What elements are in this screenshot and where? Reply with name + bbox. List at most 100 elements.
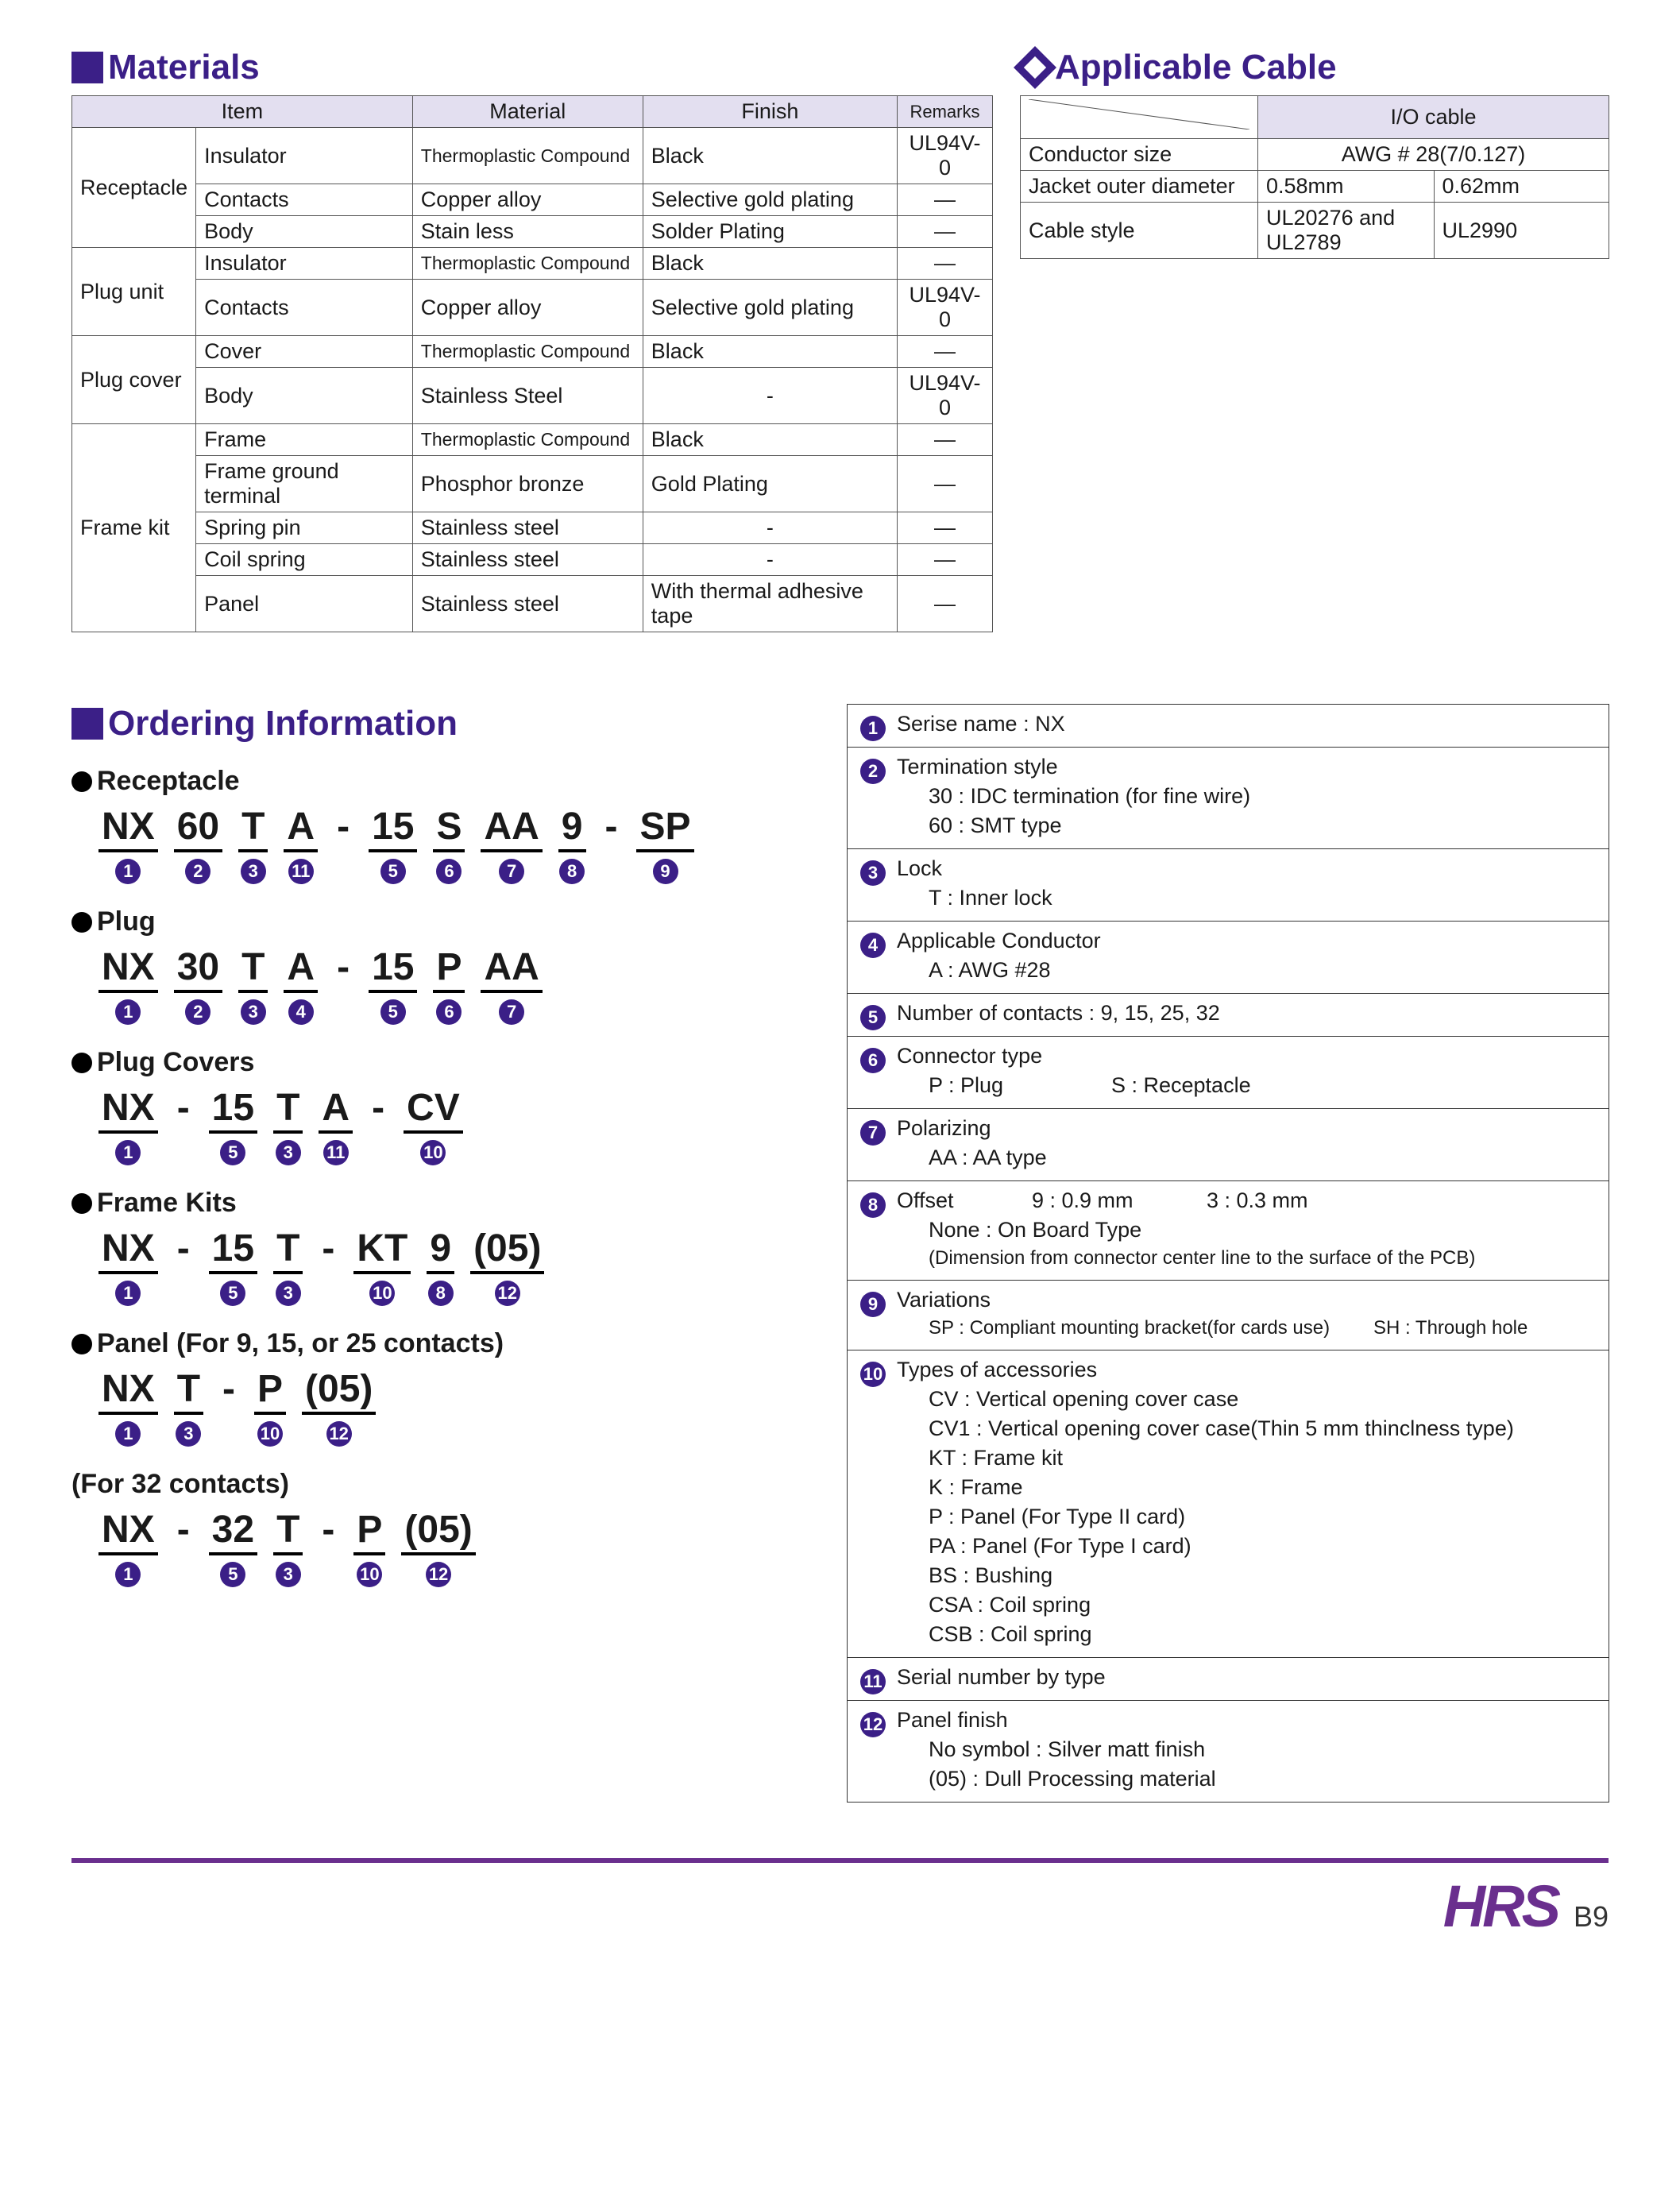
segment-text: NX xyxy=(98,1230,158,1274)
part-segment: T3 xyxy=(273,1511,303,1587)
legend-body: Serise name : NX xyxy=(894,705,1609,747)
legend-body: Offset9 : 0.9 mm3 : 0.3 mm None : On Boa… xyxy=(894,1181,1609,1280)
materials-material: Stainless steel xyxy=(412,576,643,632)
part-segment: 155 xyxy=(369,808,417,884)
legend-small: (Dimension from connector center line to… xyxy=(929,1247,1596,1269)
part-segment: (05) 12 xyxy=(302,1370,376,1447)
subtitle-text: Frame Kits xyxy=(97,1188,237,1219)
materials-remarks: — xyxy=(898,424,993,456)
part-segment: NX1 xyxy=(98,1370,158,1447)
materials-remarks: UL94V-0 xyxy=(898,280,993,336)
legend-subline: No symbol : Silver matt finish xyxy=(929,1737,1596,1762)
cable-cell: AWG # 28(7/0.127) xyxy=(1258,139,1609,171)
part-segment: - xyxy=(334,949,353,1025)
square-icon xyxy=(71,52,103,83)
part-segment: 602 xyxy=(174,808,222,884)
materials-finish: - xyxy=(643,368,897,424)
part-segment: 155 xyxy=(369,949,417,1025)
segment-text: P xyxy=(353,1511,385,1555)
materials-item: Insulator xyxy=(196,248,413,280)
segment-text: A xyxy=(319,1089,353,1134)
legend-body: PolarizingAA : AA type xyxy=(894,1109,1609,1180)
segment-number-icon: 11 xyxy=(323,1140,349,1165)
materials-group: Frame kit xyxy=(72,424,196,632)
materials-remarks: — xyxy=(898,184,993,216)
subtitle-text: Plug xyxy=(97,906,156,937)
legend-subline: CV : Vertical opening cover case xyxy=(929,1387,1596,1412)
materials-finish: Black xyxy=(643,248,897,280)
segment-text: 30 xyxy=(174,949,222,993)
segment-text: (05) xyxy=(302,1370,376,1415)
materials-material: Thermoplastic Compound xyxy=(412,336,643,368)
segment-number-icon: 4 xyxy=(288,999,314,1025)
part-segment: S6 xyxy=(433,808,465,884)
part-segment: - xyxy=(369,1089,388,1165)
part-segment: T3 xyxy=(238,808,268,884)
legend-line: Applicable Conductor xyxy=(897,929,1596,953)
materials-item: Contacts xyxy=(196,184,413,216)
materials-material: Thermoplastic Compound xyxy=(412,248,643,280)
part-segment: CV10 xyxy=(404,1089,463,1165)
part-segment: 98 xyxy=(558,808,586,884)
ordering-subtitle: Panel (For 9, 15, or 25 contacts) xyxy=(71,1328,818,1359)
part-segment: 155 xyxy=(209,1230,257,1306)
segment-text: (05) xyxy=(401,1511,475,1555)
legend-row: 9VariationsSP : Compliant mounting brack… xyxy=(848,1281,1609,1350)
diagonal-icon xyxy=(1029,99,1249,129)
segment-number-icon: 3 xyxy=(241,999,266,1025)
subtitle-text: Panel (For 9, 15, or 25 contacts) xyxy=(97,1328,504,1359)
part-segment: 325 xyxy=(209,1511,257,1587)
materials-item: Body xyxy=(196,216,413,248)
segment-number-icon: 12 xyxy=(326,1421,352,1447)
legend-line: Serise name : NX xyxy=(897,712,1596,736)
segment-number-icon: 3 xyxy=(276,1562,301,1587)
legend-subline: CV1 : Vertical opening cover case(Thin 5… xyxy=(929,1416,1596,1441)
materials-remarks: — xyxy=(898,216,993,248)
legend-subline: 30 : IDC termination (for fine wire) xyxy=(929,784,1596,809)
segment-text: - xyxy=(369,1089,388,1130)
part-segment: T3 xyxy=(238,949,268,1025)
segment-number-icon: 12 xyxy=(495,1281,520,1306)
materials-material: Stainless steel xyxy=(412,544,643,576)
materials-header: Item xyxy=(72,96,413,128)
legend-box: 1Serise name : NX2Termination style30 : … xyxy=(847,704,1609,1803)
part-segment: NX1 xyxy=(98,808,158,884)
page-footer: HRS B9 xyxy=(71,1858,1609,1940)
legend-line: Polarizing xyxy=(897,1116,1596,1141)
segment-text: 15 xyxy=(369,808,417,852)
legend-row: 3LockT : Inner lock xyxy=(848,849,1609,922)
materials-finish: With thermal adhesive tape xyxy=(643,576,897,632)
segment-text: KT xyxy=(353,1230,411,1274)
segment-text: T xyxy=(238,949,268,993)
materials-header: Finish xyxy=(643,96,897,128)
segment-number-icon: 6 xyxy=(436,999,462,1025)
logo-text: HRS xyxy=(1443,1872,1558,1940)
materials-header: Material xyxy=(412,96,643,128)
part-segment: - xyxy=(174,1230,193,1306)
materials-item: Frame ground terminal xyxy=(196,456,413,512)
segment-text: NX xyxy=(98,949,158,993)
materials-remarks: — xyxy=(898,544,993,576)
segment-number-icon: 3 xyxy=(276,1281,301,1306)
part-segment: P10 xyxy=(353,1511,385,1587)
legend-number-icon: 1 xyxy=(860,716,886,741)
ordering-subtitle: Plug xyxy=(71,906,818,937)
legend-subline: (05) : Dull Processing material xyxy=(929,1767,1596,1791)
legend-row: 4Applicable ConductorA : AWG #28 xyxy=(848,922,1609,994)
segment-text: - xyxy=(174,1511,193,1552)
segment-text: P xyxy=(254,1370,286,1415)
materials-finish: - xyxy=(643,512,897,544)
legend-number-icon: 11 xyxy=(860,1669,886,1694)
segment-number-icon: 1 xyxy=(115,1140,141,1165)
legend-body: Connector typeP : PlugS : Receptacle xyxy=(894,1037,1609,1108)
segment-text: P xyxy=(433,949,465,993)
legend-number-icon: 10 xyxy=(860,1362,886,1387)
segment-text: - xyxy=(174,1089,193,1130)
part-segment: 155 xyxy=(209,1089,257,1165)
legend-line: Connector type xyxy=(897,1044,1596,1068)
part-segment: A11 xyxy=(284,808,318,884)
legend-line: Termination style xyxy=(897,755,1596,779)
materials-group: Receptacle xyxy=(72,128,196,248)
legend-subline: CSB : Coil spring xyxy=(929,1622,1596,1647)
legend-number-icon: 12 xyxy=(860,1712,886,1737)
